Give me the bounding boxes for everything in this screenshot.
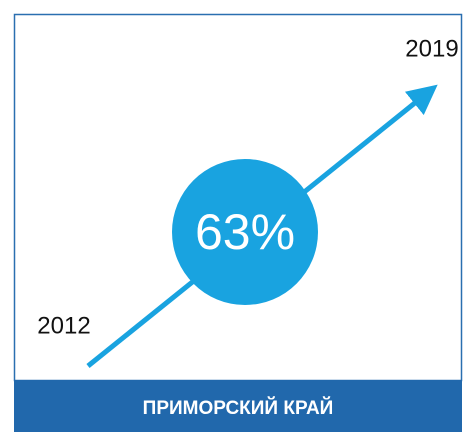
end-year: 2019 bbox=[405, 35, 458, 62]
caption-bar bbox=[14, 380, 462, 432]
start-year: 2012 bbox=[37, 312, 90, 339]
region-caption: ПРИМОРСКИЙ КРАЙ bbox=[143, 397, 334, 419]
growth-circle bbox=[172, 159, 318, 305]
growth-value: 63% bbox=[195, 204, 295, 260]
